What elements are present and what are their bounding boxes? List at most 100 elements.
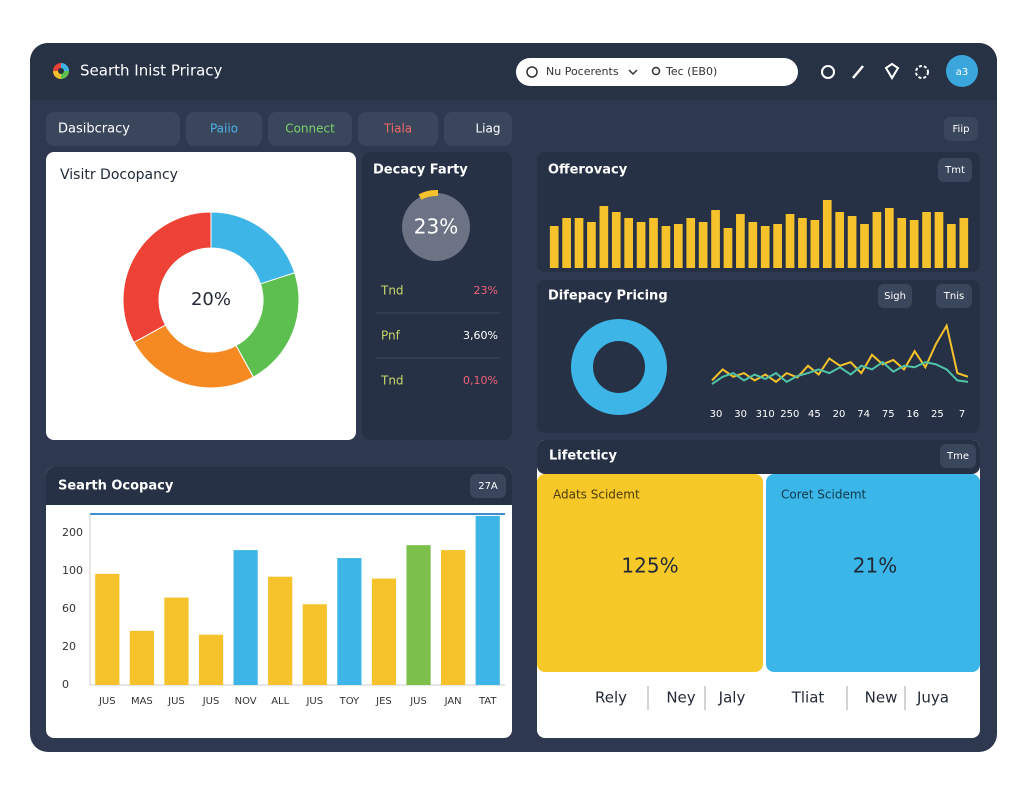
donut-segment [122, 211, 212, 344]
card-title: Difepacy Pricing [548, 289, 668, 304]
x-tick-label: ALL [271, 696, 289, 707]
footer-label: New [865, 689, 898, 707]
bar [475, 515, 500, 685]
x-tick-label: 45 [808, 409, 821, 420]
icon-power[interactable] [821, 65, 835, 79]
x-tick-label: 310 [756, 409, 775, 420]
line-series [711, 360, 969, 385]
tile[interactable] [766, 474, 980, 672]
bar [959, 218, 969, 268]
x-tick-label: JAN [444, 696, 462, 707]
card [537, 152, 980, 272]
app-title: Searth Inist Priracy [80, 62, 223, 80]
icon-pen[interactable] [852, 65, 864, 79]
bar [95, 573, 120, 685]
bar [847, 216, 857, 268]
bar [810, 220, 820, 268]
bar [599, 206, 609, 268]
x-tick-label: 20 [833, 409, 846, 420]
card-button[interactable] [878, 284, 912, 308]
card-title: Offerovacy [548, 163, 628, 178]
card-title: Lifetcticy [549, 449, 618, 464]
bar [624, 218, 634, 268]
x-tick-label: TOY [339, 696, 360, 707]
bar [337, 558, 362, 685]
bar [164, 597, 189, 685]
tab-action[interactable] [944, 117, 978, 141]
search-box[interactable] [516, 58, 798, 86]
card-button-label: Tme [946, 451, 969, 462]
x-tick-label: 30 [734, 409, 747, 420]
card-button-label: Tmt [944, 165, 965, 176]
donut-center-label: 20% [191, 289, 231, 310]
bar [736, 214, 745, 268]
tab-label: Tiala [383, 122, 412, 136]
tab[interactable] [444, 112, 512, 146]
header-bar-base [30, 80, 997, 100]
bar [773, 224, 782, 268]
bar [723, 228, 733, 268]
row-label: Tnd [380, 374, 404, 388]
life-card: Lifetcticy Tme Adats Scidemt 125% Coret … [537, 440, 980, 738]
bar [587, 222, 596, 268]
bar [760, 226, 770, 268]
row-label: Pnf [381, 329, 401, 343]
card-button[interactable] [936, 284, 972, 308]
tab[interactable] [358, 112, 438, 146]
bar [698, 222, 708, 268]
tab[interactable] [46, 112, 180, 146]
bar [947, 224, 956, 268]
y-tick-label: 60 [62, 602, 76, 615]
bar [872, 212, 882, 268]
bar [649, 218, 658, 268]
tab[interactable] [186, 112, 262, 146]
card-title: Decacy Farty [373, 163, 468, 178]
bar [934, 212, 944, 268]
pricing-card: Difepacy Pricing Sigh Tnis [537, 280, 980, 433]
card [46, 152, 356, 440]
tab-label: Liag [476, 122, 501, 136]
tab[interactable] [268, 112, 352, 146]
bar [198, 634, 224, 685]
avatar[interactable] [946, 55, 978, 87]
search-query[interactable]: Tec (EB0) [665, 65, 717, 78]
logo [53, 63, 69, 79]
card-title: Visitr Docopancy [60, 167, 178, 183]
x-tick-label: 75 [882, 409, 895, 420]
card-button[interactable] [940, 444, 976, 468]
x-tick-label: JUS [202, 696, 220, 707]
tile[interactable] [537, 474, 763, 672]
card-button-label: 27A [478, 481, 498, 492]
bar [909, 220, 919, 268]
avatar-label: a3 [956, 67, 969, 78]
footer-label: Tliat [791, 689, 825, 707]
row-value: 23% [474, 284, 498, 297]
tab-label: Dasibcracy [58, 122, 130, 137]
x-tick-label: JUS [98, 696, 116, 707]
x-tick-label: JUS [409, 696, 427, 707]
card-header [537, 440, 980, 474]
x-tick-label: 25 [931, 409, 944, 420]
icon-gem[interactable] [884, 62, 900, 80]
y-tick-label: 100 [62, 564, 83, 577]
card [362, 152, 512, 440]
line-series [711, 322, 969, 384]
gauge [402, 193, 470, 261]
bar [562, 218, 571, 268]
search-filter[interactable]: Nu Pocerents [546, 65, 619, 78]
tab-bar: Dasibcracy Paiio Connect Tiala Liag Fiip [46, 112, 978, 146]
gauge-card: Decacy Farty 23% Tnd 23% Pnf 3,60% Tnd 0… [362, 152, 512, 440]
card-button[interactable] [938, 158, 972, 182]
icon-settings[interactable] [915, 65, 929, 79]
row-label: Tnd [380, 284, 404, 298]
search-icon [526, 66, 538, 78]
card-button-label: Tnis [943, 291, 964, 302]
bar [371, 578, 397, 685]
bar [661, 226, 671, 268]
dropdown-chevron [628, 69, 638, 76]
footer-label: Ney [666, 689, 695, 707]
row-value: 0,10% [463, 374, 498, 387]
bar [835, 212, 845, 268]
card-button[interactable] [470, 474, 506, 498]
